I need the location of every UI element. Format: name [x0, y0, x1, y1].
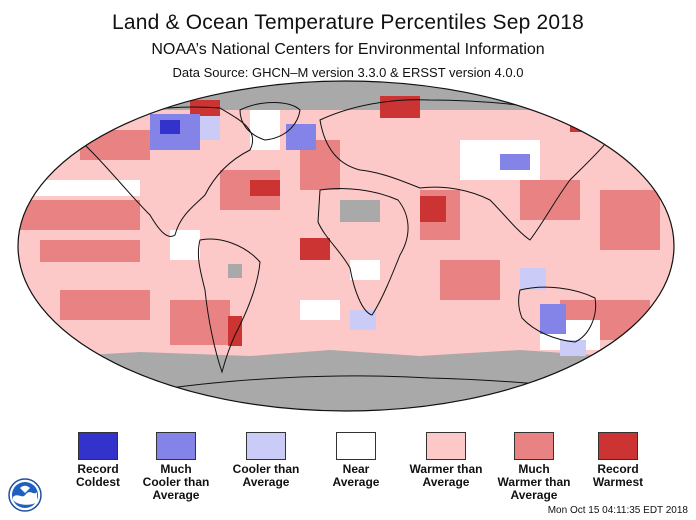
patch-much-warmer	[600, 190, 660, 250]
patch-cooler	[560, 340, 586, 356]
page-subtitle: NOAA’s National Centers for Environmenta…	[151, 41, 545, 58]
antarctic-no-data	[18, 350, 674, 411]
data-source-label: Data Source: GHCN–M version 3.3.0 & ERSS…	[172, 65, 524, 80]
legend-swatch-cooler	[246, 432, 286, 460]
patch-no-data	[340, 200, 380, 222]
eurasia-outline	[319, 99, 621, 241]
coastlines	[69, 99, 621, 393]
patch-much-warmer	[20, 200, 140, 230]
patch-much-warmer	[40, 240, 140, 262]
legend-label-much-warmer: Much Warmer than Average	[497, 462, 571, 502]
legend-label-record-warmest: Record Warmest	[592, 462, 644, 489]
greenland-outline	[239, 102, 301, 141]
patch-near-average	[250, 110, 280, 150]
patch-much-warmer	[60, 290, 150, 320]
legend-swatch-much-warmer	[514, 432, 554, 460]
patch-much-warmer	[170, 300, 230, 345]
timestamp: Mon Oct 15 04:11:35 EDT 2018	[547, 505, 688, 516]
patch-no-data	[228, 264, 242, 278]
arctic-no-data	[18, 81, 674, 110]
legend-swatch-record-warmest	[598, 432, 638, 460]
noaa-logo-icon	[8, 478, 42, 512]
patch-record-warmest	[570, 112, 600, 132]
patch-much-cooler	[540, 304, 566, 334]
australia-outline	[518, 286, 597, 343]
patch-near-average	[30, 180, 140, 196]
south-america-outline	[197, 238, 261, 374]
patch-much-warmer	[520, 180, 580, 220]
legend-label-cooler: Cooler than Average	[232, 462, 300, 489]
patch-near-average	[300, 300, 340, 320]
patch-cooler	[350, 310, 376, 330]
legend-label-much-cooler: Much Cooler than Average	[142, 462, 210, 502]
legend-swatch-near-average	[336, 432, 376, 460]
page-title: Land & Ocean Temperature Percentiles Sep…	[111, 11, 585, 34]
north-america-outline	[69, 106, 254, 237]
patch-near-average	[170, 230, 200, 260]
patch-cooler	[520, 268, 546, 290]
patch-record-warmest	[420, 196, 446, 222]
legend-swatch-record-coldest	[78, 432, 118, 460]
africa-outline	[317, 187, 409, 316]
patch-near-average	[350, 260, 380, 280]
legend-label-warmer: Warmer than Average	[409, 462, 483, 489]
patch-much-warmer	[440, 260, 500, 300]
patch-record-warmest	[300, 238, 330, 260]
patch-much-warmer	[80, 130, 150, 160]
patch-record-warmest	[228, 316, 242, 346]
patch-much-cooler	[500, 154, 530, 170]
patch-much-cooler	[286, 124, 316, 150]
map-border	[17, 80, 675, 412]
legend-swatch-much-cooler	[156, 432, 196, 460]
map-fill-layer	[18, 81, 674, 411]
legend-label-record-coldest: Record Coldest	[75, 462, 120, 489]
patch-record-coldest	[160, 120, 180, 134]
legend-swatch-warmer	[426, 432, 466, 460]
patch-record-warmest	[250, 180, 280, 196]
legend-label-near-average: Near Average	[332, 462, 380, 489]
